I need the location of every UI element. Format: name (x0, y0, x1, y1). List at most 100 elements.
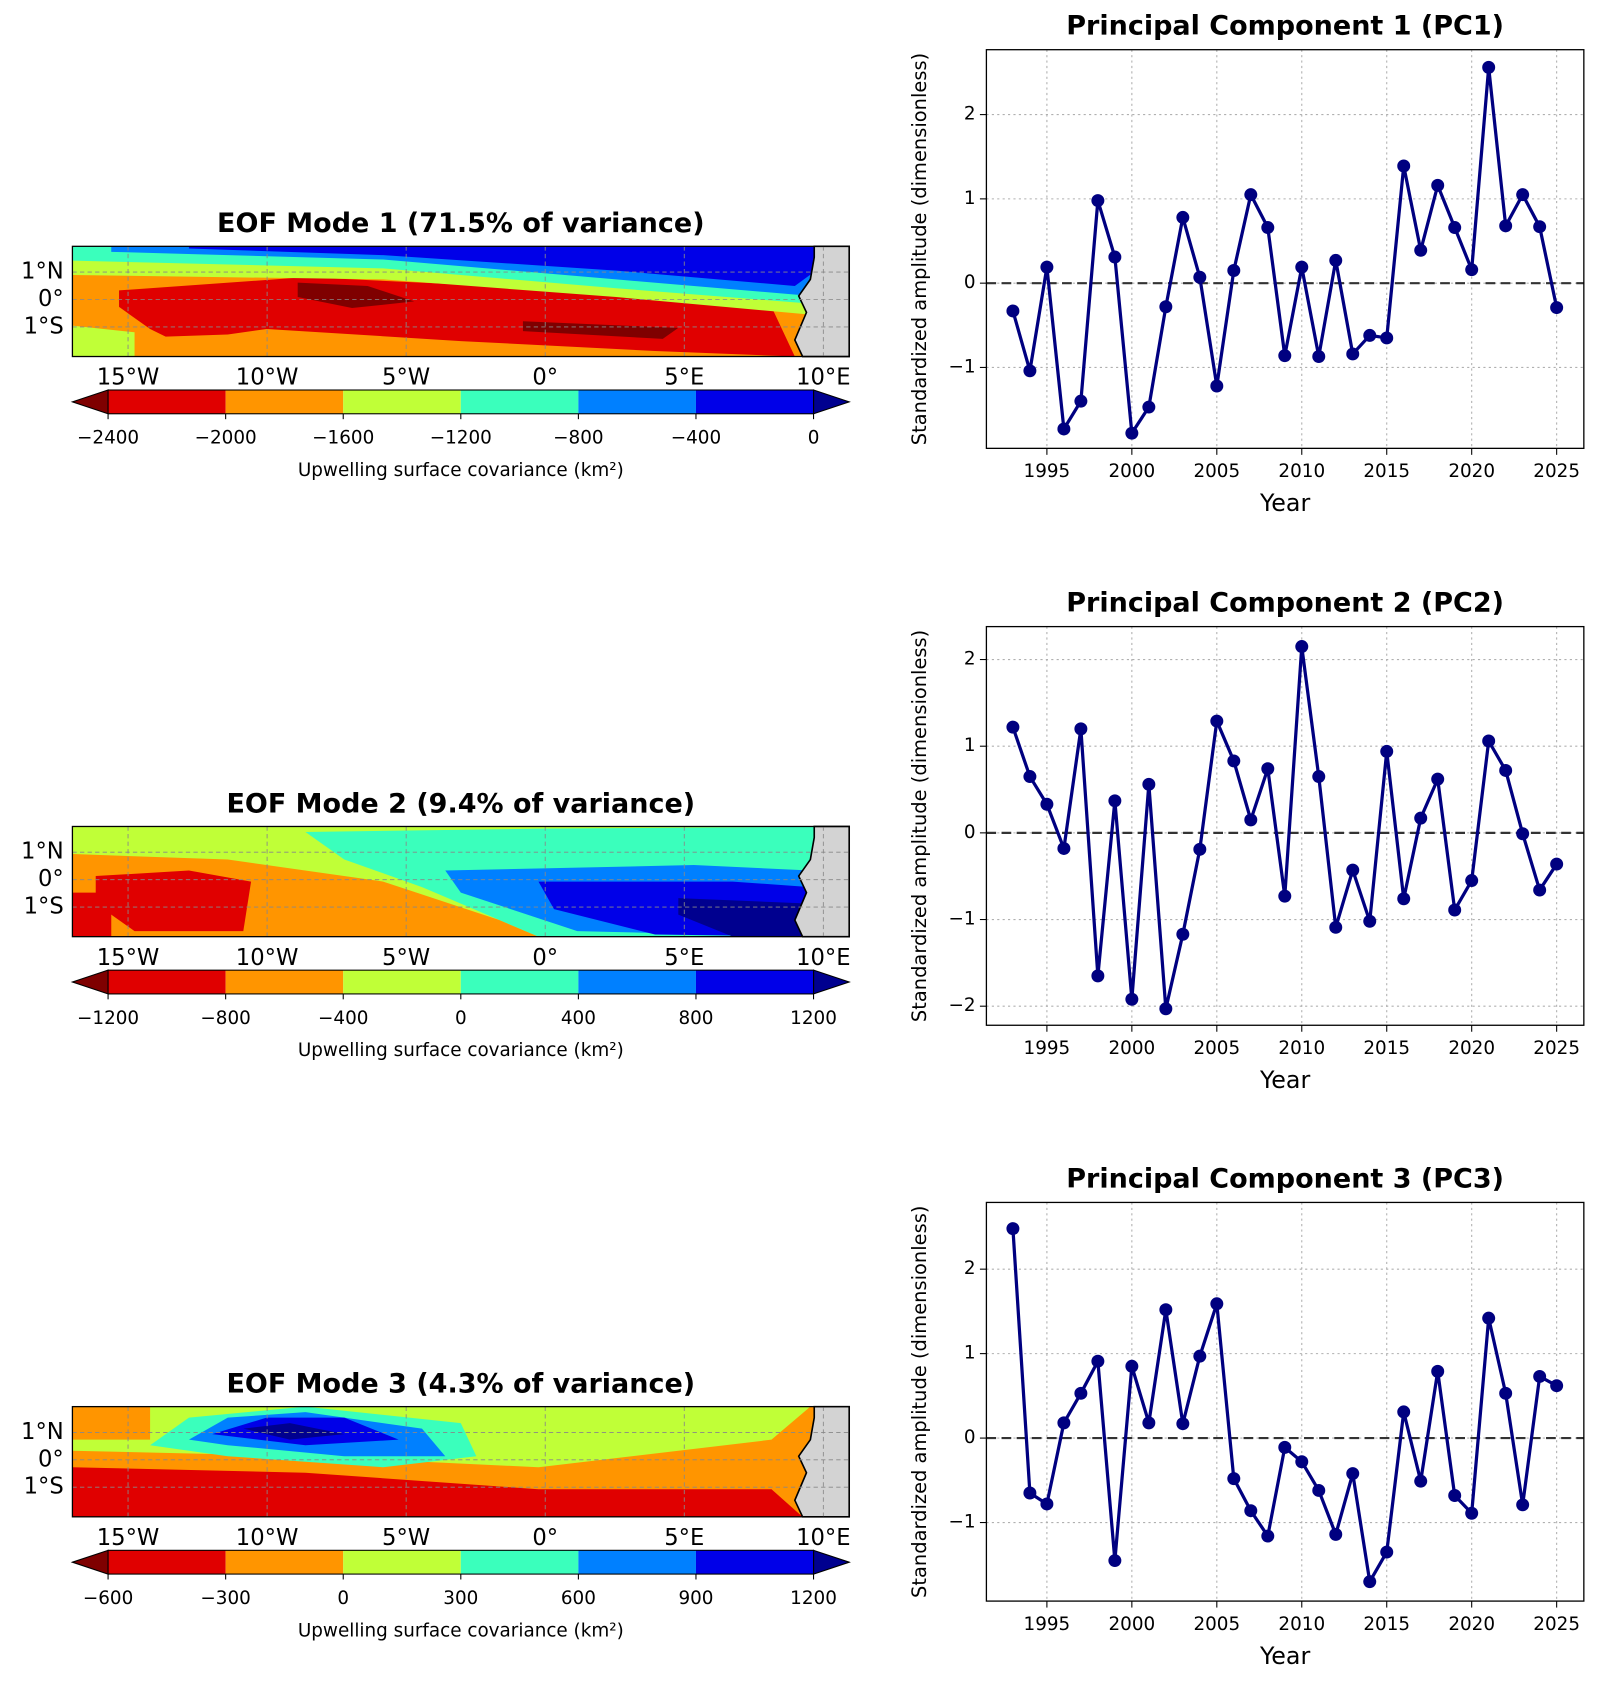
y-tick-label: 2 (964, 1258, 976, 1279)
data-point (1397, 159, 1411, 173)
data-point (1329, 1527, 1343, 1541)
data-point (1142, 1416, 1156, 1430)
data-point (1244, 188, 1258, 202)
data-point (1499, 1386, 1513, 1400)
data-point (1227, 1472, 1241, 1486)
colorbar-bin (225, 1550, 344, 1575)
data-point (1091, 194, 1105, 208)
data-point (1465, 263, 1479, 277)
colorbar-tick-label: 300 (443, 1588, 478, 1609)
data-point (1142, 777, 1156, 791)
map-frame (71, 825, 850, 938)
colorbar-bin (695, 1550, 814, 1575)
data-point (1448, 1489, 1462, 1502)
data-point (1346, 347, 1360, 361)
data-point (1482, 1311, 1496, 1325)
data-point (1312, 1483, 1326, 1497)
colorbar-tick-label: −400 (671, 428, 721, 449)
data-point (1397, 892, 1411, 906)
colorbar-extend (813, 389, 851, 415)
colorbar-bin (578, 390, 696, 414)
data-point (1176, 1417, 1190, 1431)
colorbar-label: Upwelling surface covariance (km²) (298, 1620, 624, 1641)
data-point (1499, 219, 1513, 233)
data-point (1142, 400, 1156, 414)
data-point (1057, 1416, 1071, 1430)
lon-tick-label: 10°W (236, 365, 299, 391)
y-tick-label: 1 (964, 188, 976, 209)
x-axis-label: Year (1259, 1642, 1311, 1670)
data-point (1244, 813, 1258, 827)
lon-tick-label: 0° (532, 1525, 558, 1551)
data-point (1040, 1497, 1054, 1511)
colorbar-bin (343, 1550, 461, 1575)
colorbar-tick-label: 0 (808, 428, 820, 449)
data-point (1159, 1303, 1173, 1317)
colorbar-tick-label: −300 (200, 1588, 250, 1609)
data-point (1210, 714, 1224, 728)
data-point (1312, 770, 1326, 784)
data-point (1278, 349, 1292, 363)
colorbar-label: Upwelling surface covariance (km²) (298, 460, 624, 481)
lon-tick-label: 10°E (796, 1525, 851, 1551)
data-point (1431, 178, 1445, 192)
data-point (1295, 260, 1309, 274)
data-point (1448, 903, 1462, 917)
x-tick-label: 2000 (1108, 461, 1155, 482)
x-tick-label: 2015 (1363, 461, 1410, 482)
colorbar-bin (343, 390, 461, 414)
data-point (1499, 763, 1513, 777)
plot-frame (985, 1201, 1585, 1602)
contour-region (678, 898, 811, 937)
colorbar-tick-label: 0 (455, 1008, 467, 1029)
lon-tick-label: 5°E (664, 945, 704, 971)
colorbar-bin (578, 970, 696, 994)
lon-tick-label: 15°W (97, 945, 160, 971)
data-point (1227, 264, 1241, 277)
data-point (1125, 1359, 1139, 1373)
plot-frame (985, 625, 1585, 1026)
contour-region (522, 321, 679, 339)
data-point (1074, 1386, 1088, 1400)
lon-tick-label: 15°W (97, 365, 160, 391)
lon-tick-label: 5°E (664, 1525, 704, 1551)
contour-region (72, 1467, 803, 1517)
colorbar-bin (108, 970, 226, 994)
y-tick-label: 2 (964, 649, 976, 670)
x-tick-label: 2025 (1533, 1038, 1580, 1059)
contour-region (95, 870, 252, 932)
colorbar-tick-label: 900 (678, 1588, 713, 1609)
data-point (1329, 920, 1343, 934)
lon-tick-label: 5°W (382, 945, 430, 971)
data-point (1159, 1002, 1173, 1016)
x-tick-label: 1995 (1024, 1038, 1071, 1059)
colorbar-tick-label: −800 (200, 1008, 250, 1029)
colorbar-tick-label: −1200 (430, 428, 492, 449)
data-point (1363, 1575, 1377, 1589)
data-point (1193, 1349, 1207, 1363)
data-point (1244, 1504, 1258, 1518)
data-point (1550, 301, 1564, 315)
lon-tick-label: 0° (532, 945, 558, 971)
y-tick-label: −1 (949, 356, 976, 377)
data-point (1516, 1498, 1530, 1512)
data-point (1550, 1379, 1564, 1393)
colorbar-tick-label: −2400 (77, 428, 139, 449)
x-tick-label: 2000 (1108, 1038, 1155, 1059)
data-point (1363, 914, 1377, 928)
data-point (1108, 250, 1122, 264)
x-tick-label: 2020 (1448, 461, 1495, 482)
data-point (1533, 220, 1547, 234)
data-point (1006, 720, 1020, 734)
colorbar-bin (225, 390, 344, 414)
colorbar-bin (343, 970, 461, 994)
colorbar-extend (813, 1549, 851, 1575)
y-tick-label: 0 (964, 1427, 976, 1448)
data-point (1295, 1455, 1309, 1469)
data-point (1057, 841, 1071, 855)
lat-tick-label: 0° (38, 866, 64, 892)
colorbar-bin (695, 970, 814, 994)
data-point (1176, 927, 1190, 941)
colorbar-tick-label: 400 (561, 1008, 596, 1029)
y-tick-label: 2 (964, 104, 976, 125)
